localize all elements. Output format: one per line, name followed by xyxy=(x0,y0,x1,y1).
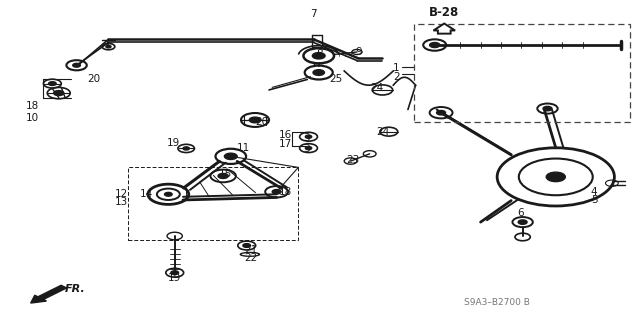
Text: 24: 24 xyxy=(376,127,389,137)
Text: 14: 14 xyxy=(140,189,154,199)
Text: 5: 5 xyxy=(591,195,597,205)
Text: 13: 13 xyxy=(115,197,128,207)
Text: 23: 23 xyxy=(346,155,360,165)
Text: 2: 2 xyxy=(393,72,400,82)
Text: 25: 25 xyxy=(330,74,342,84)
Circle shape xyxy=(272,189,281,194)
Text: 1: 1 xyxy=(393,63,400,73)
Circle shape xyxy=(164,192,172,196)
Text: 21: 21 xyxy=(244,245,258,255)
Circle shape xyxy=(225,153,237,160)
Text: 8: 8 xyxy=(317,48,323,59)
Bar xyxy=(127,167,298,240)
Text: 4: 4 xyxy=(591,187,597,197)
Text: FR.: FR. xyxy=(65,284,86,293)
Text: 15: 15 xyxy=(219,169,232,179)
Circle shape xyxy=(54,91,64,96)
Circle shape xyxy=(436,110,445,115)
Text: 19: 19 xyxy=(168,273,181,283)
Text: 12: 12 xyxy=(115,189,128,199)
Circle shape xyxy=(171,271,179,275)
Circle shape xyxy=(543,106,552,111)
Text: 9: 9 xyxy=(355,47,362,57)
Circle shape xyxy=(249,117,260,123)
Text: 17: 17 xyxy=(278,139,292,149)
Text: 3: 3 xyxy=(303,133,309,143)
Text: 10: 10 xyxy=(26,113,38,123)
Circle shape xyxy=(305,146,312,150)
Text: 18: 18 xyxy=(278,187,292,197)
Text: 11: 11 xyxy=(237,144,250,153)
Circle shape xyxy=(243,244,250,248)
Text: 19: 19 xyxy=(167,138,180,148)
Text: 6: 6 xyxy=(517,208,524,218)
Circle shape xyxy=(49,82,56,85)
Text: 16: 16 xyxy=(278,130,292,140)
Text: S9A3–B2700 B: S9A3–B2700 B xyxy=(464,298,530,307)
Circle shape xyxy=(518,220,527,224)
Text: 24: 24 xyxy=(371,83,384,93)
Circle shape xyxy=(313,70,324,75)
Text: 18: 18 xyxy=(26,101,38,111)
Text: 20: 20 xyxy=(87,74,100,84)
Circle shape xyxy=(73,63,81,67)
Circle shape xyxy=(218,174,228,178)
Circle shape xyxy=(429,42,440,48)
Text: 22: 22 xyxy=(244,253,258,263)
FancyArrow shape xyxy=(31,285,67,303)
Text: 3: 3 xyxy=(303,145,309,154)
FancyArrow shape xyxy=(433,24,455,33)
Circle shape xyxy=(183,147,189,150)
Circle shape xyxy=(312,53,325,59)
Circle shape xyxy=(546,172,565,182)
Bar xyxy=(414,24,630,122)
Text: 20: 20 xyxy=(255,116,268,127)
Text: B-28: B-28 xyxy=(429,6,460,19)
Circle shape xyxy=(106,45,111,48)
Text: 7: 7 xyxy=(310,9,317,19)
Circle shape xyxy=(305,135,312,138)
